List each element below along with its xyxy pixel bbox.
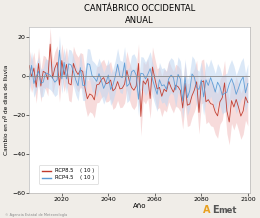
Text: met: met — [218, 206, 236, 215]
Y-axis label: Cambio en nº de dias de lluvia: Cambio en nº de dias de lluvia — [4, 65, 9, 155]
Text: © Agencia Estatal de Meteorología: © Agencia Estatal de Meteorología — [5, 213, 67, 217]
Title: CANTÁBRICO OCCIDENTAL
ANUAL: CANTÁBRICO OCCIDENTAL ANUAL — [84, 4, 195, 25]
X-axis label: Año: Año — [133, 203, 146, 209]
Text: E: E — [212, 205, 218, 215]
Text: A: A — [203, 205, 210, 215]
Legend: RCP8.5    ( 10 ), RCP4.5    ( 10 ): RCP8.5 ( 10 ), RCP4.5 ( 10 ) — [38, 165, 98, 184]
